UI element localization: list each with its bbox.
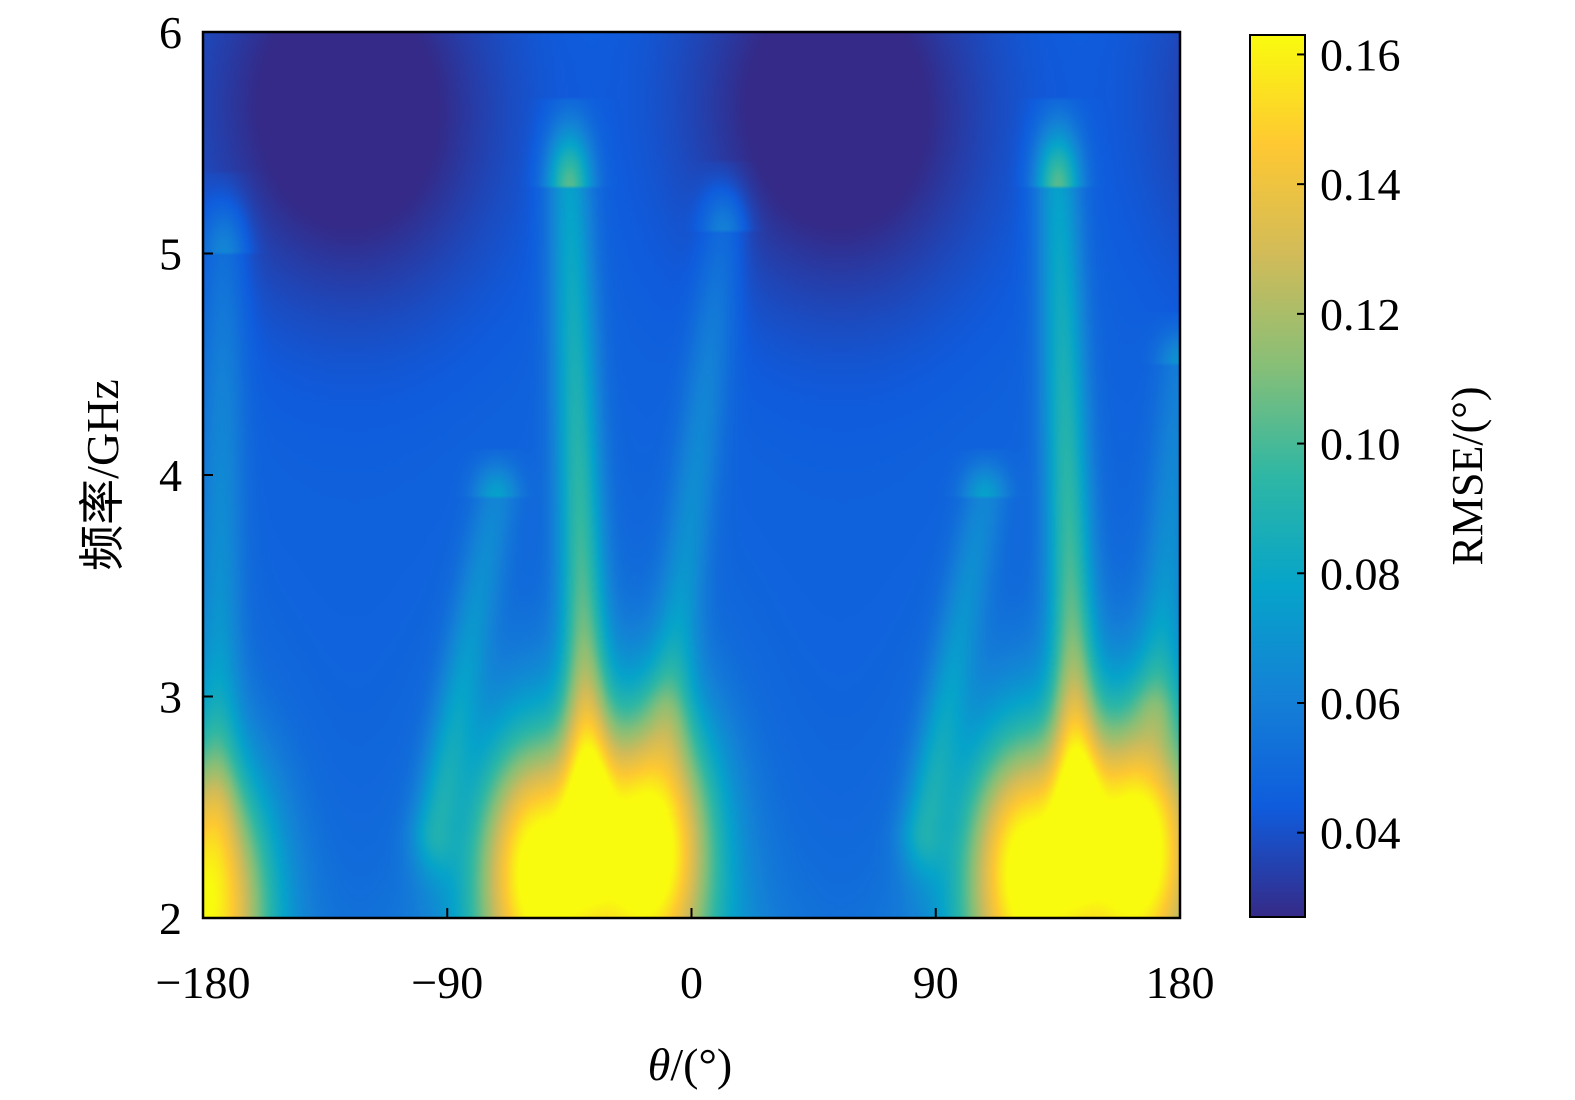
y-tick-label: 5 — [159, 229, 182, 280]
colorbar-tick-label: 0.06 — [1320, 678, 1401, 729]
heatmap-image — [203, 32, 1180, 918]
colorbar-tick-label: 0.12 — [1320, 289, 1401, 340]
y-tick-label: 3 — [159, 672, 182, 723]
x-axis-label-unit: /(°) — [670, 1039, 732, 1090]
x-tick-label: 180 — [1146, 957, 1215, 1008]
colorbar — [1249, 34, 1306, 918]
x-axis: −180 −90 0 90 180 — [156, 908, 1215, 1008]
x-tick-label: 0 — [680, 957, 703, 1008]
y-axis-label: 频率/GHz — [77, 379, 128, 571]
colorbar-tick-label: 0.14 — [1320, 159, 1401, 210]
heatmap-area — [203, 32, 1180, 918]
x-axis-label-symbol: θ — [648, 1039, 671, 1090]
colorbar-axis: 0.04 0.06 0.08 0.10 0.12 0.14 0.16 — [1297, 29, 1401, 859]
colorbar-tick-label: 0.16 — [1320, 29, 1401, 80]
colorbar-tick-label: 0.10 — [1320, 419, 1401, 470]
x-tick-label: 90 — [913, 957, 959, 1008]
x-axis-label: θ/(°) — [648, 1039, 732, 1090]
y-tick-label: 6 — [159, 7, 182, 58]
colorbar-tick-label: 0.08 — [1320, 548, 1401, 599]
y-axis: 2 3 4 5 6 — [159, 7, 213, 944]
x-tick-label: −180 — [156, 957, 251, 1008]
y-tick-label: 4 — [159, 450, 182, 501]
y-tick-label: 2 — [159, 893, 182, 944]
x-tick-label: −90 — [411, 957, 483, 1008]
colorbar-label: RMSE/(°) — [1443, 387, 1492, 566]
colorbar-tick-label: 0.04 — [1320, 808, 1401, 859]
